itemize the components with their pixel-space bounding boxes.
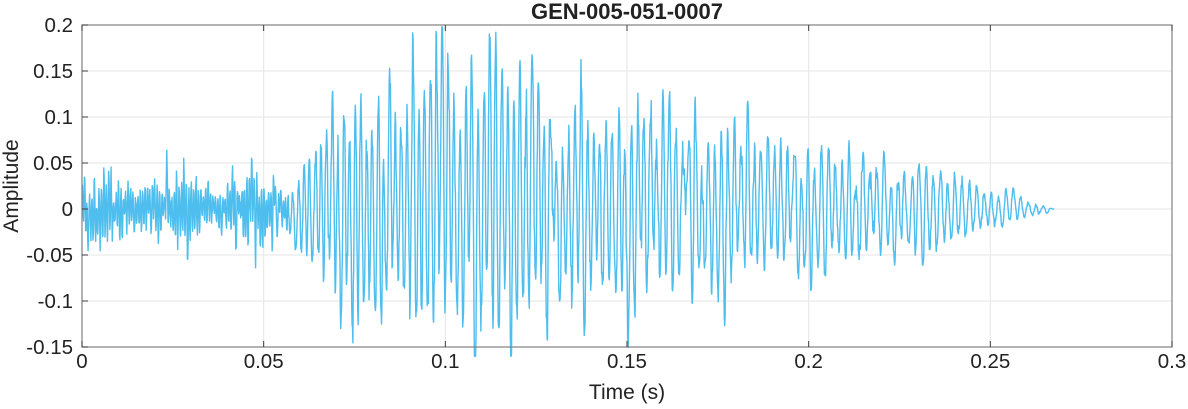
- svg-text:0.2: 0.2: [45, 14, 74, 37]
- svg-text:0.2: 0.2: [794, 350, 823, 373]
- svg-text:0.05: 0.05: [33, 152, 73, 175]
- svg-text:Time (s): Time (s): [589, 381, 665, 404]
- svg-text:0.1: 0.1: [431, 350, 460, 373]
- svg-text:0: 0: [62, 198, 73, 221]
- svg-text:0.1: 0.1: [45, 106, 74, 129]
- svg-text:0: 0: [76, 350, 87, 373]
- svg-text:-0.15: -0.15: [26, 336, 73, 359]
- svg-text:-0.05: -0.05: [26, 244, 73, 267]
- svg-text:Amplitude: Amplitude: [0, 139, 23, 232]
- svg-text:0.05: 0.05: [244, 350, 284, 373]
- svg-text:0.3: 0.3: [1158, 350, 1187, 373]
- svg-text:0.15: 0.15: [607, 350, 647, 373]
- svg-text:0.15: 0.15: [33, 60, 73, 83]
- svg-text:-0.1: -0.1: [38, 290, 73, 313]
- svg-text:0.25: 0.25: [970, 350, 1010, 373]
